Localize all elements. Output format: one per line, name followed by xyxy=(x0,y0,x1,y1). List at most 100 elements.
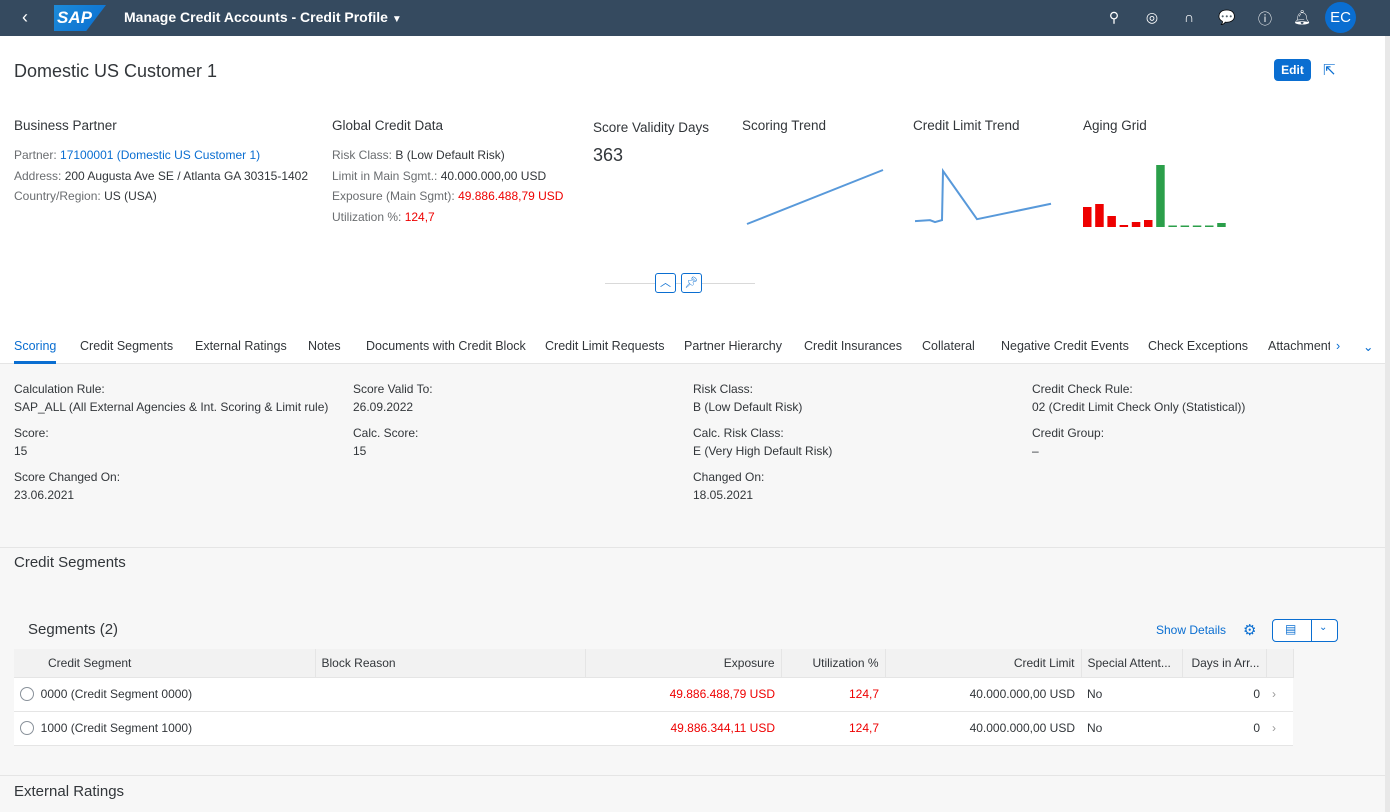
field-value: E (Very High Default Risk) xyxy=(693,444,833,458)
column-header[interactable]: Block Reason xyxy=(315,649,586,678)
row-navigation-chevron-icon[interactable]: › xyxy=(1266,711,1293,746)
app-title: Manage Credit Accounts - Credit Profile xyxy=(124,9,388,25)
tab-notes[interactable]: Notes xyxy=(308,339,341,353)
tab-external-ratings[interactable]: External Ratings xyxy=(195,339,287,353)
row-navigation-chevron-icon[interactable]: › xyxy=(1266,677,1293,712)
bell-icon[interactable]: 🔔︎ xyxy=(1293,9,1311,25)
credit-limit-trend-chart[interactable] xyxy=(915,166,1055,226)
aging-bar xyxy=(1156,165,1165,227)
anchor-bar: Scoring Credit Segments External Ratings No… xyxy=(0,328,1385,364)
field-value: 23.06.2021 xyxy=(14,488,75,502)
show-details-link[interactable]: Show Details xyxy=(1156,623,1227,637)
field-value: 26.09.2022 xyxy=(353,400,414,414)
business-partner-facet: Business Partner Partner: 17100001 (Dome… xyxy=(14,118,308,207)
sap-logo[interactable]: SAP xyxy=(54,5,106,31)
divider xyxy=(605,283,755,284)
field-value: 15 xyxy=(14,444,28,458)
exposure-value: 49.886.488,79 USD xyxy=(458,189,564,203)
chevron-down-icon[interactable]: ⌄ xyxy=(1319,622,1328,633)
tab-credit-insurances[interactable]: Credit Insurances xyxy=(804,339,902,353)
aging-grid-chart[interactable] xyxy=(1083,161,1233,229)
field-value: 02 (Credit Limit Check Only (Statistical… xyxy=(1032,400,1246,414)
column-header[interactable]: Special Attent... xyxy=(1081,649,1183,678)
column-header[interactable]: Utilization % xyxy=(781,649,886,678)
field: Credit Check Rule: 02 (Credit Limit Check… xyxy=(1032,382,1245,414)
field: Credit Group: – xyxy=(1032,426,1104,458)
tab-check-exceptions[interactable]: Check Exceptions xyxy=(1148,339,1249,353)
caret-down-icon: ▼ xyxy=(391,14,402,25)
cell: No xyxy=(1081,711,1182,746)
cell: 0 xyxy=(1182,711,1266,746)
column-header[interactable]: Exposure xyxy=(585,649,782,678)
divider xyxy=(0,547,1385,548)
field-value: – xyxy=(1032,444,1039,458)
shell-bar: ‹ SAP Manage Credit Accounts - Credit Pr… xyxy=(0,0,1390,36)
partner-link[interactable]: 17100001 (Domestic US Customer 1) xyxy=(60,148,261,162)
search-icon[interactable]: ⚲ xyxy=(1108,9,1120,25)
avatar[interactable]: EC xyxy=(1325,2,1356,33)
facet-heading: Business Partner xyxy=(14,118,117,133)
back-icon[interactable]: ‹ xyxy=(22,7,28,27)
tab-scoring[interactable]: Scoring xyxy=(14,339,57,364)
field-label: Changed On: xyxy=(693,470,765,484)
help-icon[interactable]: ⓘ xyxy=(1258,11,1272,27)
overflow-chevron-icon[interactable]: ⌄ xyxy=(1363,340,1374,354)
export-spreadsheet-icon[interactable]: ▤ xyxy=(1285,622,1297,636)
collapse-header-button[interactable]: ︿ xyxy=(655,273,676,293)
column-header[interactable]: Credit Limit xyxy=(885,649,1082,678)
aging-bar xyxy=(1180,225,1190,227)
scroll-right-icon[interactable]: › xyxy=(1336,339,1341,353)
column-header[interactable]: Days in Arr... xyxy=(1182,649,1267,678)
field-label: Calc. Risk Class: xyxy=(693,426,784,440)
row-select-radio[interactable] xyxy=(20,687,34,702)
tab-documents-with-credit-block[interactable]: Documents with Credit Block xyxy=(366,339,526,353)
cell: 124,7 xyxy=(781,711,885,746)
cell: 49.886.344,11 USD xyxy=(585,711,781,746)
tab-collateral[interactable]: Collateral xyxy=(922,339,975,353)
cell: 49.886.488,79 USD xyxy=(585,677,781,712)
tab-attachment[interactable]: Attachment xyxy=(1268,339,1330,353)
facet-heading: Scoring Trend xyxy=(742,118,827,133)
pin-header-button[interactable]: 📌︎ xyxy=(681,273,702,293)
table-row[interactable]: 0000 (Credit Segment 0000) 49.886.488,79 … xyxy=(14,677,1345,712)
scoring-section: Calculation Rule: SAP_ALL (All External A… xyxy=(0,328,1385,548)
export-split-button[interactable]: ▤ ⌄ xyxy=(1272,619,1338,642)
scoring-trend-chart[interactable] xyxy=(745,166,885,226)
tab-negative-credit-events[interactable]: Negative Credit Events xyxy=(1001,339,1129,353)
feedback-icon[interactable]: 💬 xyxy=(1218,9,1236,25)
field-label: Score Changed On: xyxy=(14,470,121,484)
label: Address: xyxy=(14,168,62,183)
edit-button[interactable]: Edit xyxy=(1274,59,1311,81)
field: Score Valid To: 26.09.2022 xyxy=(353,382,433,414)
field-label: Score Valid To: xyxy=(353,382,433,396)
column-header[interactable]: Credit Segment xyxy=(14,649,316,678)
filler xyxy=(1293,677,1345,711)
tab-partner-hierarchy[interactable]: Partner Hierarchy xyxy=(684,339,782,353)
table-row[interactable]: 1000 (Credit Segment 1000) 49.886.344,11 … xyxy=(14,711,1345,746)
aging-bar xyxy=(1083,207,1092,227)
field: Risk Class: B (Low Default Risk) xyxy=(693,382,802,414)
aging-bar xyxy=(1192,225,1202,227)
aging-bar xyxy=(1144,220,1153,227)
field: Calc. Score: 15 xyxy=(353,426,418,458)
utilization-value: 124,7 xyxy=(404,209,435,224)
tab-credit-segments[interactable]: Credit Segments xyxy=(80,339,174,353)
field-value: 18.05.2021 xyxy=(693,488,754,502)
app-title-menu[interactable]: Manage Credit Accounts - Credit Profile … xyxy=(124,9,402,25)
cell: 0 xyxy=(1182,677,1266,712)
copilot-icon[interactable]: ◎ xyxy=(1145,9,1159,25)
field-label: Calculation Rule: xyxy=(14,382,105,396)
share-icon[interactable]: ⇱ xyxy=(1323,62,1336,79)
field-value: B (Low Default Risk) xyxy=(693,400,803,414)
page-title: Domestic US Customer 1 xyxy=(14,61,218,81)
settings-gear-icon[interactable]: ⚙ xyxy=(1243,622,1257,639)
cell: 40.000.000,00 USD xyxy=(885,677,1081,712)
field-label: Calc. Score: xyxy=(353,426,419,440)
cell xyxy=(315,677,585,712)
country-value: US (USA) xyxy=(104,189,157,203)
headset-icon[interactable]: ∩ xyxy=(1183,9,1195,25)
tab-credit-limit-requests[interactable]: Credit Limit Requests xyxy=(545,339,665,353)
row-select-radio[interactable] xyxy=(20,721,34,736)
field-label: Credit Check Rule: xyxy=(1032,382,1133,396)
filler xyxy=(1293,711,1345,745)
